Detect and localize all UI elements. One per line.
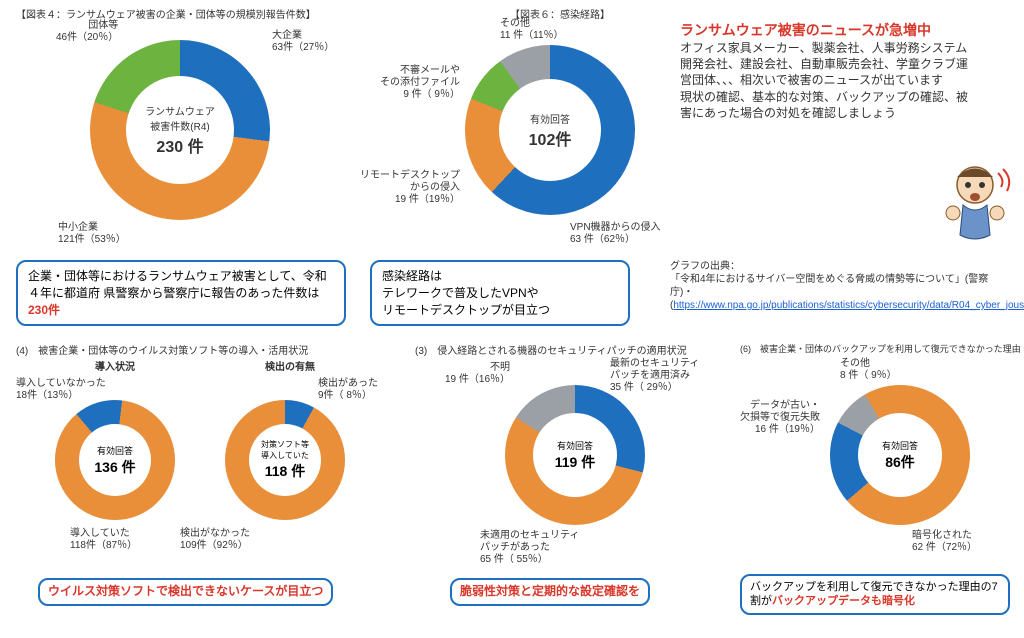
alert-title: ランサムウェア被害のニュースが急増中 (680, 20, 970, 40)
sub4-right-lbl-nodet: 検出がなかった109件（92％） (180, 528, 250, 552)
sub3-donut: 有効回答 119 件 (505, 385, 645, 525)
chart6-label-mail: 不審メールやその添付ファイル9 件（ 9％） (380, 65, 460, 101)
sub4-left-lbl-yes: 導入していた118件（87％） (70, 528, 137, 552)
sub6b-center-label: 有効回答 (882, 439, 918, 452)
chart6-center-label: 有効回答 (530, 111, 570, 126)
sub4-right-center-label: 対策ソフト等導入していた (261, 439, 309, 461)
source-link[interactable]: https://www.npa.go.jp/publications/stati… (673, 300, 1024, 311)
sub3-lbl-miss: 未適用のセキュリティパッチがあった65 件（ 55％） (480, 530, 579, 566)
chart6-label-rdp: リモートデスクトップからの侵入19 件（19％） (360, 170, 460, 206)
sub6b-center-value: 86件 (885, 452, 915, 472)
chart6-donut: 有効回答 102件 (465, 45, 635, 215)
sub4-left-center-value: 136 件 (94, 457, 135, 477)
sub4-left-center-label: 有効回答 (97, 444, 133, 457)
sub4-left-hole: 有効回答 136 件 (79, 424, 151, 496)
sub3-lbl-unk: 不明19 件（16％） (445, 362, 510, 386)
sub4-left-header: 導入状況 (95, 362, 135, 374)
source-block: グラフの出典： 「令和4年におけるサイバー空間をめぐる脅威の情勢等について」(警… (670, 260, 1010, 312)
sub4-title: (4) 被害企業・団体等のウイルス対策ソフト等の導入・活用状況 (16, 342, 308, 357)
sub3-title: (3) 侵入経路とされる機器のセキュリティパッチの適用状況 (415, 342, 687, 357)
alert-body: オフィス家具メーカー、製薬会社、人事労務システム開発会社、建設会社、自動車販売会… (680, 40, 970, 121)
sub4-right-donut: 対策ソフト等導入していた 118 件 (225, 400, 345, 520)
sub4-callout: ウイルス対策ソフトで検出できないケースが目立つ (38, 578, 333, 606)
chart4-donut: ランサムウェア被害件数(R4) 230 件 (90, 40, 270, 220)
chart6-label-vpn: VPN機器からの侵入63 件（62％） (570, 222, 661, 246)
sub4-right-center-value: 118 件 (265, 461, 305, 481)
chart6-label-other: その他11 件（11％） (500, 18, 564, 42)
sub3-center-label: 有効回答 (557, 439, 593, 452)
chart4-label-large: 大企業63件（27％） (272, 30, 334, 54)
sub6b-title: (6) 被害企業・団体のバックアップを利用して復元できなかった理由 (740, 342, 1021, 355)
alert-box: ランサムウェア被害のニュースが急増中 オフィス家具メーカー、製薬会社、人事労務シ… (680, 20, 970, 121)
chart4-title: 【図表４：ランサムウェア被害の企業・団体等の規模別報告件数】 (16, 6, 316, 21)
sub4-left-donut: 有効回答 136 件 (55, 400, 175, 520)
sub3-callout: 脆弱性対策と定期的な設定確認を (450, 578, 650, 606)
sub3-lbl-latest: 最新のセキュリティパッチを適用済み35 件（ 29％） (610, 358, 699, 394)
mascot-illustration (935, 155, 1015, 245)
sub4-right-lbl-det: 検出があった9件（ 8％） (318, 378, 378, 402)
chart4-label-org: 団体等46件（20％） (56, 20, 118, 44)
sub6b-hole: 有効回答 86件 (858, 413, 942, 497)
sub6b-lbl-enc: 暗号化された62 件（72％） (912, 530, 977, 554)
chart4-center-label: ランサムウェア被害件数(R4) (145, 103, 215, 133)
sub6b-lbl-oth: その他8 件（ 9％） (840, 358, 897, 382)
sub4-right-header: 検出の有無 (265, 362, 315, 374)
chart4-center-value: 230 件 (156, 133, 203, 157)
chart4-label-sme: 中小企業121件（53％） (58, 222, 126, 246)
chart4-donut-hole: ランサムウェア被害件数(R4) 230 件 (126, 76, 234, 184)
sub6b-callout: バックアップを利用して復元できなかった理由の7割がバックアップデータも暗号化 (740, 574, 1010, 615)
sub4-right-hole: 対策ソフト等導入していた 118 件 (249, 424, 321, 496)
chart4-callout: 企業・団体等におけるランサムウェア被害として、令和４年に都道府 県警察から警察庁… (16, 260, 346, 326)
sub6b-donut: 有効回答 86件 (830, 385, 970, 525)
chart6-callout: 感染経路はテレワークで普及したVPNやリモートデスクトップが目立つ (370, 260, 630, 326)
sub6b-lbl-old: データが古い・欠損等で復元失敗16 件（19％） (740, 400, 820, 436)
sub3-hole: 有効回答 119 件 (533, 413, 617, 497)
chart6-donut-hole: 有効回答 102件 (499, 79, 601, 181)
chart6-center-value: 102件 (529, 126, 572, 150)
sub3-center-value: 119 件 (555, 452, 595, 472)
sub4-left-lbl-no: 導入していなかった18件（13％） (16, 378, 106, 402)
